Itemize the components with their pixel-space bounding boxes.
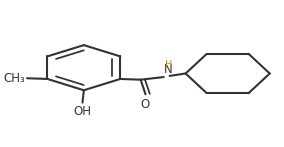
Text: CH₃: CH₃ (3, 72, 25, 85)
Text: O: O (140, 98, 150, 111)
Text: OH: OH (74, 105, 91, 118)
Text: H: H (165, 60, 173, 70)
Text: N: N (164, 63, 172, 76)
